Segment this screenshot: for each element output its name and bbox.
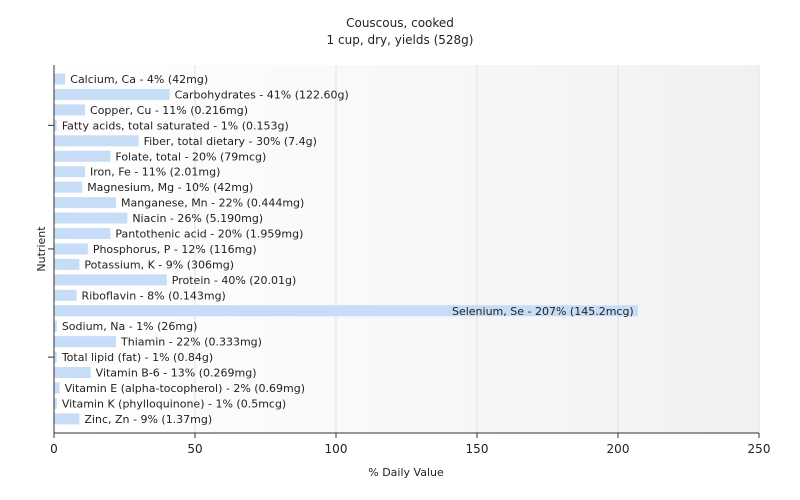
bar-label: Riboflavin - 8% (0.143mg) <box>82 289 226 302</box>
bar-label: Calcium, Ca - 4% (42mg) <box>70 73 208 86</box>
bar <box>54 166 86 178</box>
bar <box>54 119 57 131</box>
bar-label: Copper, Cu - 11% (0.216mg) <box>90 104 248 117</box>
bar-label: Manganese, Mn - 22% (0.444mg) <box>121 197 304 210</box>
bar <box>54 197 117 209</box>
y-axis-ticks <box>48 124 54 358</box>
bar <box>54 104 86 116</box>
x-tick-label: 50 <box>187 442 202 456</box>
bar-label: Vitamin K (phylloquinone) - 1% (0.5mcg) <box>62 397 286 410</box>
bars-group <box>54 73 638 425</box>
bar <box>54 150 111 162</box>
bar-label: Selenium, Se - 207% (145.2mcg) <box>452 305 634 318</box>
bar-label: Fatty acids, total saturated - 1% (0.153… <box>62 119 289 132</box>
bar <box>54 289 77 301</box>
bar <box>54 181 83 193</box>
bar-label: Sodium, Na - 1% (26mg) <box>62 320 198 333</box>
bar <box>54 258 80 270</box>
bar <box>54 73 66 85</box>
x-tick-label: 100 <box>325 442 348 456</box>
bar-labels-group: Calcium, Ca - 4% (42mg) Carbohydrates - 4… <box>61 73 634 426</box>
bar-label: Vitamin B-6 - 13% (0.269mg) <box>96 367 257 380</box>
x-axis-label: % Daily Value <box>368 466 444 479</box>
bar <box>54 243 88 255</box>
bar <box>54 228 111 239</box>
bar-label: Potassium, K - 9% (306mg) <box>84 258 234 271</box>
plot-area <box>54 65 759 433</box>
bar <box>54 336 117 348</box>
x-tick-label: 250 <box>748 442 771 456</box>
bar-label: Phosphorus, P - 12% (116mg) <box>93 243 257 256</box>
bar <box>54 88 170 100</box>
gridlines <box>194 65 760 433</box>
bar <box>54 274 167 286</box>
bar-label: Pantothenic acid - 20% (1.959mg) <box>115 228 303 241</box>
bar <box>54 397 57 409</box>
bar-label: Fiber, total dietary - 30% (7.4g) <box>144 135 317 148</box>
bar-label: Total lipid (fat) - 1% (0.84g) <box>61 351 213 364</box>
bar-label: Iron, Fe - 11% (2.01mg) <box>90 166 220 179</box>
bar <box>54 305 638 317</box>
bar-label: Protein - 40% (20.01g) <box>172 274 297 287</box>
bar-label: Magnesium, Mg - 10% (42mg) <box>87 181 253 194</box>
chart-subtitle: 1 cup, dry, yields (528g) <box>327 33 474 47</box>
bar <box>54 351 57 363</box>
bar <box>54 320 57 332</box>
bar-label: Carbohydrates - 41% (122.60g) <box>175 88 349 101</box>
x-tick-label: 150 <box>466 442 489 456</box>
bar <box>54 413 80 425</box>
x-axis-ticks: 0 50 100 150 200 250 <box>50 433 770 456</box>
y-axis-label: Nutrient <box>35 226 48 272</box>
bar-label: Vitamin E (alpha-tocopherol) - 2% (0.69m… <box>65 382 305 395</box>
bar-label: Thiamin - 22% (0.333mg) <box>120 336 262 349</box>
bar-label: Zinc, Zn - 9% (1.37mg) <box>84 413 212 426</box>
x-tick-label: 0 <box>50 442 58 456</box>
bar <box>54 135 139 147</box>
bar-label: Niacin - 26% (5.190mg) <box>132 212 263 225</box>
bar <box>54 367 91 379</box>
bar-label: Folate, total - 20% (79mcg) <box>115 150 266 163</box>
bar <box>54 212 128 224</box>
x-tick-label: 200 <box>607 442 630 456</box>
bar <box>54 382 60 394</box>
chart-title: Couscous, cooked <box>346 16 454 30</box>
